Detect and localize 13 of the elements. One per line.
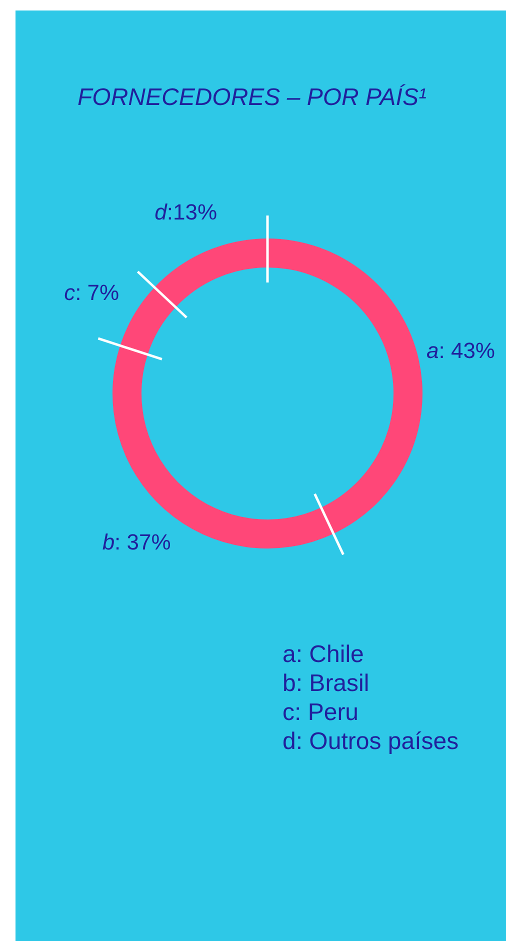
data-label: : 37% xyxy=(114,530,171,555)
data-label: : 7% xyxy=(75,280,120,306)
slice-label: b xyxy=(102,530,115,555)
chart-title: FORNECEDORES – POR PAÍS¹ xyxy=(78,84,426,111)
data-label: :13% xyxy=(166,199,218,224)
text: b: Brasil xyxy=(282,670,370,697)
text: c: Peru xyxy=(282,699,359,726)
slice-label: c xyxy=(64,280,76,306)
text: a: Chile xyxy=(282,641,364,668)
text: d: Outros países xyxy=(282,728,459,755)
slice-label: d xyxy=(154,199,168,224)
data-label: : 43% xyxy=(438,338,495,363)
slice-label: a xyxy=(426,338,439,363)
